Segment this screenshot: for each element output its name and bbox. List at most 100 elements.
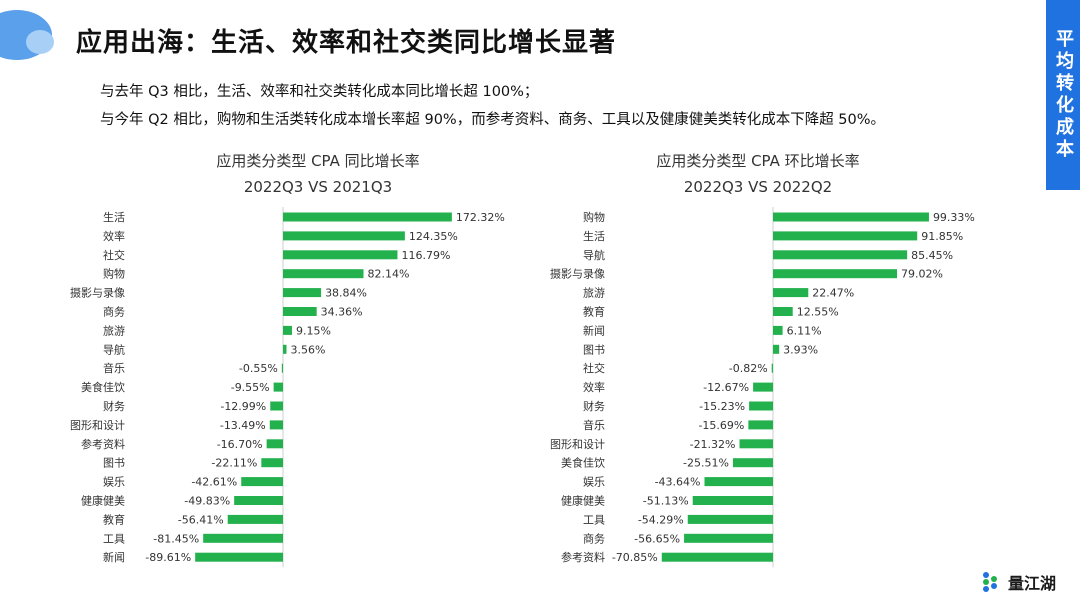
qoq-value-label: 99.33% xyxy=(933,211,975,224)
yoy-category-label: 购物 xyxy=(103,267,125,281)
qoq-bar xyxy=(692,496,773,505)
qoq-category-label: 参考资料 xyxy=(561,550,605,564)
yoy-category-label: 导航 xyxy=(103,342,125,356)
right-chart-title: 应用类分类型 CPA 环比增长率 xyxy=(656,152,860,170)
qoq-category-label: 效率 xyxy=(583,380,605,394)
yoy-value-label: 38.84% xyxy=(325,287,367,300)
qoq-category-label: 工具 xyxy=(583,513,605,526)
decorative-blob-small xyxy=(26,30,54,54)
qoq-bar xyxy=(773,325,783,335)
yoy-bar xyxy=(266,439,283,449)
qoq-value-label: 79.02% xyxy=(901,268,943,281)
qoq-category-label: 图书 xyxy=(583,343,605,356)
yoy-category-label: 教育 xyxy=(103,512,125,526)
qoq-bar xyxy=(773,250,908,260)
qoq-bar xyxy=(748,420,773,430)
yoy-category-label: 娱乐 xyxy=(103,475,125,489)
yoy-bar xyxy=(234,496,283,505)
yoy-category-label: 生活 xyxy=(103,210,125,224)
right-chart-heading: 应用类分类型 CPA 环比增长率 2022Q3 VS 2022Q2 xyxy=(608,148,908,200)
yoy-value-label: -22.11% xyxy=(211,457,257,470)
yoy-category-label: 图书 xyxy=(103,457,125,470)
qoq-bar xyxy=(771,363,773,373)
qoq-bar xyxy=(773,288,809,298)
qoq-bar xyxy=(773,231,918,241)
qoq-growth-bar-chart: 购物 99.33% 生活 91.85% 导航 85.45% 摄影与录像 79.02% 旅游 22.… xyxy=(550,207,975,568)
yoy-bar xyxy=(283,231,405,241)
qoq-category-label: 教育 xyxy=(583,305,605,319)
yoy-value-label: -0.55% xyxy=(239,362,278,375)
qoq-category-label: 财务 xyxy=(583,399,605,413)
qoq-bar xyxy=(773,269,898,279)
description-line-2: 与今年 Q2 相比，购物和生活类转化成本增长率超 90%，而参考资料、商务、工具… xyxy=(100,112,886,128)
right-chart-subtitle: 2022Q3 VS 2022Q2 xyxy=(683,178,833,196)
qoq-category-label: 音乐 xyxy=(583,418,605,432)
left-chart-subtitle: 2022Q3 VS 2021Q3 xyxy=(243,178,393,196)
page-title: 应用出海：生活、效率和社交类同比增长显著 xyxy=(76,28,617,58)
yoy-value-label: 172.32% xyxy=(456,211,505,224)
qoq-value-label: 6.11% xyxy=(787,324,822,337)
left-chart-heading: 应用类分类型 CPA 同比增长率 2022Q3 VS 2021Q3 xyxy=(168,148,468,200)
yoy-bar xyxy=(283,269,364,279)
qoq-bar xyxy=(661,552,773,562)
yoy-bar xyxy=(273,382,283,392)
qoq-bar xyxy=(687,514,773,524)
yoy-value-label: 82.14% xyxy=(367,268,409,281)
qoq-value-label: -25.51% xyxy=(683,457,729,470)
yoy-value-label: 9.15% xyxy=(296,324,331,337)
description-line-1: 与去年 Q3 相比，生活、效率和社交类转化成本同比增长超 100%； xyxy=(100,84,539,100)
qoq-value-label: -51.13% xyxy=(643,495,689,508)
yoy-category-label: 摄影与录像 xyxy=(70,286,125,300)
qoq-bar xyxy=(773,212,929,222)
qoq-value-label: 91.85% xyxy=(921,230,963,243)
yoy-value-label: -89.61% xyxy=(145,551,191,564)
yoy-value-label: -56.41% xyxy=(178,513,224,526)
yoy-bar xyxy=(227,514,283,524)
yoy-category-label: 参考资料 xyxy=(81,437,125,451)
side-tab: 平均转化成本 xyxy=(1046,0,1080,190)
qoq-bar xyxy=(773,344,780,354)
yoy-bar xyxy=(283,250,398,260)
brand-logo: 量江湖 xyxy=(982,570,1056,594)
side-tab-label: 平均转化成本 xyxy=(1053,29,1074,161)
qoq-bar xyxy=(739,439,773,449)
qoq-value-label: -70.85% xyxy=(612,551,658,564)
yoy-bar xyxy=(269,420,283,430)
yoy-bar xyxy=(241,477,283,487)
qoq-category-label: 娱乐 xyxy=(583,475,605,489)
yoy-value-label: -49.83% xyxy=(184,495,230,508)
yoy-category-label: 效率 xyxy=(103,229,125,243)
yoy-bar xyxy=(195,552,283,562)
yoy-value-label: -9.55% xyxy=(231,381,270,394)
yoy-category-label: 旅游 xyxy=(103,323,125,337)
yoy-category-label: 图形和设计 xyxy=(70,419,125,432)
qoq-value-label: -12.67% xyxy=(703,381,749,394)
yoy-value-label: -81.45% xyxy=(153,532,199,545)
qoq-value-label: -43.64% xyxy=(655,476,701,489)
yoy-bar xyxy=(281,363,283,373)
qoq-value-label: 85.45% xyxy=(911,249,953,262)
yoy-category-label: 财务 xyxy=(103,399,125,413)
yoy-value-label: -13.49% xyxy=(220,419,266,432)
qoq-bar xyxy=(704,477,773,487)
yoy-value-label: -16.70% xyxy=(217,438,263,451)
qoq-category-label: 生活 xyxy=(583,229,605,243)
qoq-bar xyxy=(753,382,773,392)
yoy-bar xyxy=(203,533,283,543)
yoy-bar xyxy=(261,458,283,468)
qoq-value-label: -56.65% xyxy=(634,532,680,545)
qoq-bar xyxy=(684,533,773,543)
yoy-value-label: 116.79% xyxy=(401,249,450,262)
qoq-value-label: -21.32% xyxy=(690,438,736,451)
yoy-category-label: 健康健美 xyxy=(81,494,125,508)
yoy-bar xyxy=(270,401,283,411)
yoy-value-label: 124.35% xyxy=(409,230,458,243)
yoy-category-label: 美食佳饮 xyxy=(81,380,125,394)
yoy-category-label: 社交 xyxy=(103,248,125,262)
yoy-value-label: -42.61% xyxy=(191,476,237,489)
qoq-value-label: -15.23% xyxy=(699,400,745,413)
qoq-category-label: 商务 xyxy=(583,531,605,545)
yoy-bar xyxy=(283,288,322,298)
yoy-category-label: 音乐 xyxy=(103,361,125,375)
qoq-category-label: 新闻 xyxy=(583,323,605,337)
